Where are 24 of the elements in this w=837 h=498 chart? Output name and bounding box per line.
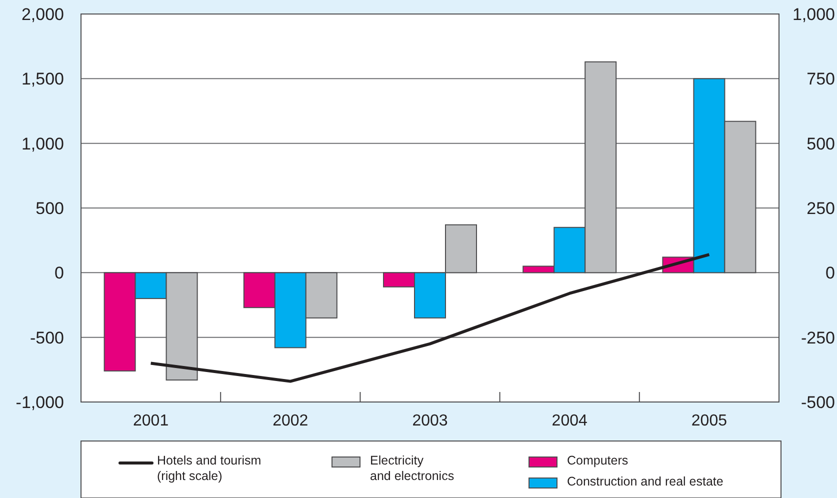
legend-label: Electricity and electronics — [370, 453, 454, 483]
y2-tick-label: 1,000 — [792, 4, 835, 24]
y-tick-label: 1,500 — [21, 70, 64, 89]
y-tick-label: -1,000 — [16, 392, 64, 412]
y2-tick-label: -500 — [800, 392, 835, 412]
x-tick-label: 2003 — [412, 412, 448, 430]
x-tick-label: 2005 — [691, 412, 728, 430]
x-tick-label: 2001 — [133, 412, 169, 430]
y2-tick-label: 500 — [806, 134, 835, 154]
y-tick-label: 500 — [36, 198, 64, 218]
legend-label: Computers — [567, 453, 628, 468]
legend-label: Hotels and tourism (right scale) — [157, 453, 262, 483]
y2-tick-label: -250 — [800, 328, 835, 348]
y2-tick-label: 250 — [806, 198, 835, 218]
x-tick-label: 2004 — [552, 412, 588, 430]
y2-tick-label: 750 — [806, 70, 835, 89]
legend-label: Construction and real estate — [567, 474, 724, 488]
y2-tick-label: 0 — [826, 264, 835, 283]
x-tick-label: 2002 — [272, 412, 308, 430]
y-tick-label: 2,000 — [21, 4, 64, 24]
y-tick-label: -500 — [30, 328, 64, 348]
y-tick-label: 0 — [54, 264, 64, 283]
y-tick-label: 1,000 — [21, 134, 64, 154]
line-series — [149, 253, 711, 383]
